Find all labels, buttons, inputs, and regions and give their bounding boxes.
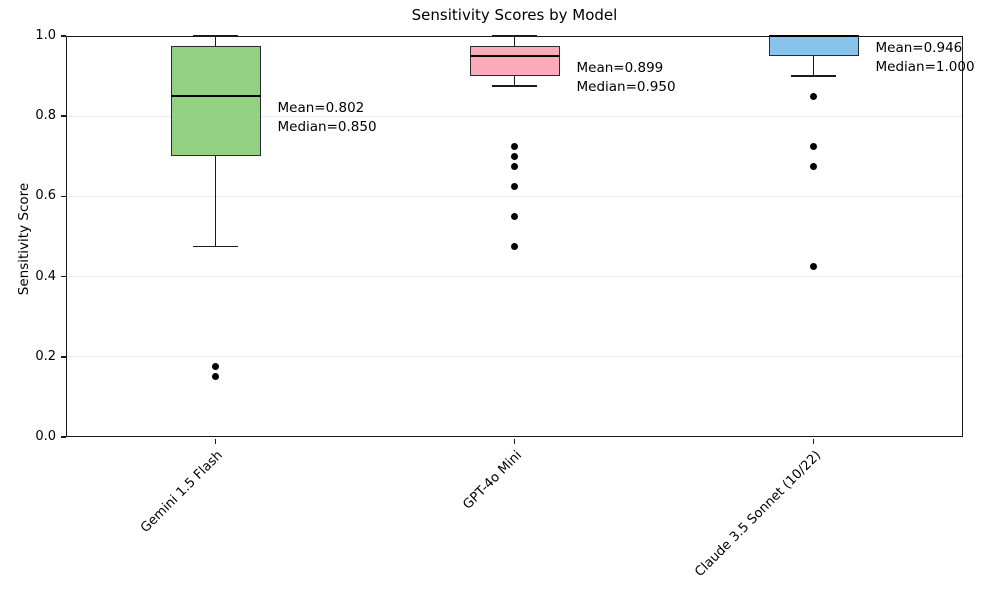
y-tick-mark: [61, 356, 66, 358]
x-tick-label: GPT-4o Mini: [460, 448, 526, 513]
y-tick-label: 0.2: [35, 348, 56, 364]
whisker-lower-gemini-1-5-flash: [214, 156, 217, 247]
stat-annotation-line: Mean=0.946: [875, 40, 963, 56]
stat-annotation-gemini-1-5-flash: Mean=0.802 Median=0.850: [278, 99, 377, 137]
x-tick-label: Gemini 1.5 Flash: [138, 448, 227, 536]
whisker-upper-gpt-4o-mini: [513, 36, 516, 47]
y-tick-label: 0.6: [35, 188, 56, 204]
x-tick-mark: [214, 438, 217, 444]
whisker-lower-gpt-4o-mini: [513, 76, 516, 87]
y-tick-mark: [61, 195, 66, 198]
box-gemini-1-5-flash: [170, 46, 261, 157]
outlier-dot-gpt-4o-mini: [511, 162, 518, 170]
chart-title: Sensitivity Scores by Model: [411, 6, 618, 24]
whisker-upper-gemini-1-5-flash: [214, 36, 217, 47]
median-gemini-1-5-flash: [170, 95, 261, 98]
whisker-cap-lower-claude-3-5-sonnet-10-22: [791, 75, 836, 77]
y-tick-mark: [61, 436, 66, 438]
stat-annotation-line: Mean=0.802: [277, 100, 365, 117]
stat-annotation-line: Median=1.000: [875, 59, 975, 75]
gridline: [66, 195, 963, 197]
y-tick-label: 0.0: [35, 429, 56, 444]
outlier-dot-gemini-1-5-flash: [212, 373, 219, 381]
stat-annotation-claude-3-5-sonnet-10-22: Mean=0.946 Median=1.000: [876, 39, 975, 77]
outlier-dot-gpt-4o-mini: [511, 212, 518, 220]
y-tick-label: 0.8: [35, 108, 56, 124]
gridline: [66, 115, 963, 117]
outlier-dot-claude-3-5-sonnet-10-22: [810, 162, 817, 170]
outlier-dot-gemini-1-5-flash: [212, 363, 219, 371]
y-tick-mark: [61, 35, 66, 37]
outlier-dot-gpt-4o-mini: [511, 243, 518, 251]
gridline: [66, 356, 963, 358]
outlier-dot-claude-3-5-sonnet-10-22: [810, 263, 817, 271]
whisker-lower-claude-3-5-sonnet-10-22: [812, 56, 815, 77]
box-claude-3-5-sonnet-10-22: [768, 36, 859, 57]
median-gpt-4o-mini: [469, 55, 560, 58]
stat-annotation-line: Mean=0.899: [576, 60, 664, 77]
y-tick-mark: [61, 275, 66, 278]
outlier-dot-claude-3-5-sonnet-10-22: [810, 142, 817, 150]
y-tick-label: 0.4: [35, 268, 56, 284]
box-gpt-4o-mini: [469, 46, 560, 77]
x-tick-label: Claude 3.5 Sonnet (10/22): [692, 448, 825, 580]
outlier-dot-gpt-4o-mini: [511, 152, 518, 160]
outlier-dot-gpt-4o-mini: [511, 142, 518, 150]
y-axis-label: Sensitivity Score: [16, 182, 32, 296]
x-tick-mark: [513, 438, 516, 444]
median-claude-3-5-sonnet-10-22: [768, 35, 859, 37]
whisker-cap-lower-gemini-1-5-flash: [193, 245, 238, 248]
x-tick-mark: [812, 438, 815, 444]
gridline: [66, 276, 963, 278]
whisker-cap-lower-gpt-4o-mini: [492, 85, 537, 87]
y-tick-mark: [61, 115, 66, 117]
whisker-cap-upper-gemini-1-5-flash: [193, 35, 238, 37]
stat-annotation-gpt-4o-mini: Mean=0.899 Median=0.950: [577, 59, 676, 97]
stat-annotation-line: Median=0.850: [277, 119, 377, 136]
stat-annotation-line: Median=0.950: [576, 79, 676, 96]
whisker-cap-upper-gpt-4o-mini: [492, 35, 537, 37]
y-tick-label: 1.0: [35, 28, 56, 43]
outlier-dot-claude-3-5-sonnet-10-22: [810, 92, 817, 100]
outlier-dot-gpt-4o-mini: [511, 182, 518, 190]
